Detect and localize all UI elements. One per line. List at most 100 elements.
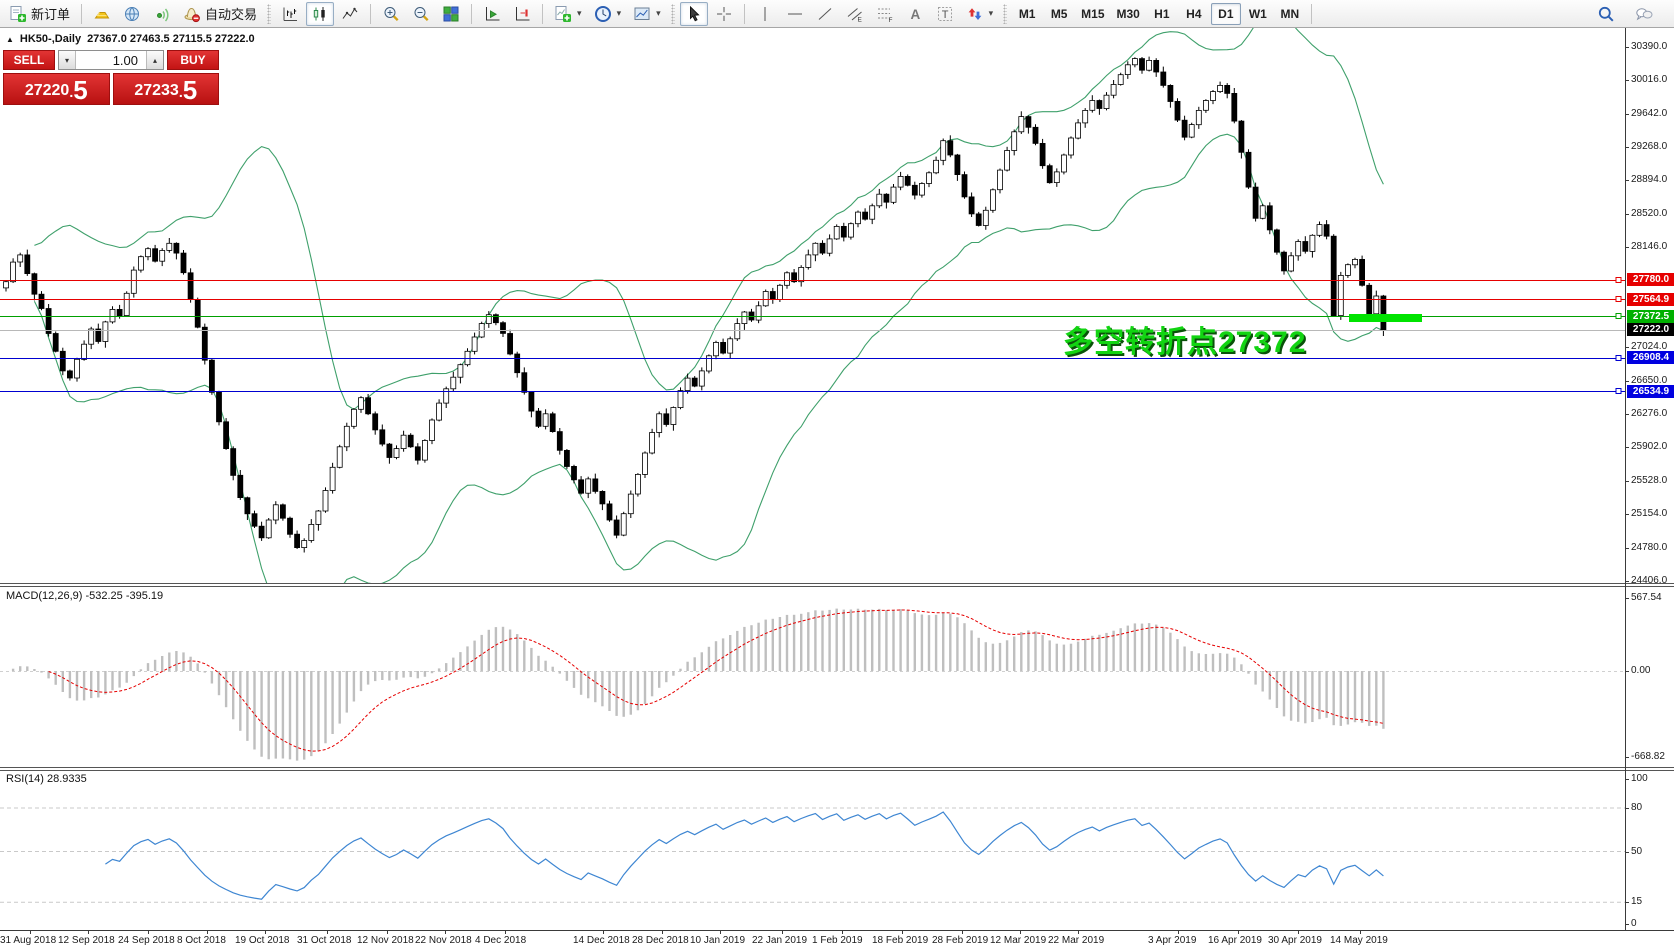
price-tick xyxy=(1625,514,1629,515)
buy-price[interactable]: 27233. 5 xyxy=(112,73,219,105)
vertical-line-button[interactable] xyxy=(751,2,779,26)
one-click-trading-panel: SELL ▾ 1.00 ▴ BUY 27220. 5 27233. 5 xyxy=(3,50,219,105)
support-highlight-bar[interactable] xyxy=(1349,314,1422,322)
horizontal-line-button[interactable] xyxy=(781,2,809,26)
autotrading-icon xyxy=(183,5,201,23)
price-tick xyxy=(1625,447,1629,448)
zoom-out-button[interactable] xyxy=(407,2,435,26)
deposit-button[interactable] xyxy=(88,2,116,26)
bollinger-lower-band[interactable] xyxy=(33,133,1384,645)
rsi-indicator-label: RSI(14) 28.9335 xyxy=(6,773,87,785)
chevron-down-icon[interactable]: ▾ xyxy=(988,8,994,18)
macd-pane-separator[interactable] xyxy=(0,583,1674,587)
price-tick-label: 30390.0 xyxy=(1631,41,1668,52)
candle-chart-button[interactable] xyxy=(306,1,335,26)
bollinger-upper-band[interactable] xyxy=(34,17,1384,411)
rsi-pane[interactable] xyxy=(0,807,1625,903)
price-tick-label: 24780.0 xyxy=(1631,542,1668,553)
timeframe-m15-button[interactable]: M15 xyxy=(1081,6,1105,21)
crosshair-button[interactable] xyxy=(710,2,738,26)
price-label-box-27222.0: 27222.0 xyxy=(1627,323,1674,336)
zoom-in-icon xyxy=(382,5,400,23)
date-label: 8 Oct 2018 xyxy=(177,935,226,946)
price-label-box-27780.0: 27780.0 xyxy=(1627,273,1674,286)
time-axis[interactable]: 31 Aug 2018 12 Sep 2018 24 Sep 2018 8 Oct 2… xyxy=(0,930,1674,952)
timeframe-m30-button[interactable]: M30 xyxy=(1116,6,1140,21)
new-order-button[interactable]: 新订单 xyxy=(4,2,75,26)
autotrading-button[interactable]: 自动交易 xyxy=(178,2,262,26)
date-label: 12 Nov 2018 xyxy=(357,935,414,946)
line-chart-icon xyxy=(341,5,359,23)
trendline-button[interactable] xyxy=(811,2,839,26)
date-label: 22 Nov 2018 xyxy=(415,935,472,946)
buy-button[interactable]: BUY xyxy=(167,50,219,70)
templates-button[interactable]: ▾ xyxy=(628,2,666,26)
macd-pane[interactable] xyxy=(0,608,1625,761)
chevron-down-icon[interactable]: ▾ xyxy=(616,8,622,18)
periods-button[interactable]: ▾ xyxy=(589,2,627,26)
toolbar-separator xyxy=(370,3,372,24)
price-tick xyxy=(1625,548,1629,549)
timeframe-m1-button[interactable]: M1 xyxy=(1018,6,1036,21)
turning-point-annotation[interactable]: 多空转折点27372 xyxy=(1063,326,1307,359)
chart-shift-button[interactable] xyxy=(508,2,536,26)
line-chart-button[interactable] xyxy=(336,2,364,26)
chevron-down-icon[interactable]: ▾ xyxy=(577,8,582,18)
cursor-button[interactable] xyxy=(679,1,708,26)
date-tick xyxy=(88,930,89,934)
templates-icon xyxy=(633,5,651,23)
zoom-in-button[interactable] xyxy=(377,2,405,26)
rsi-axis-label: 50 xyxy=(1631,846,1643,857)
sell-price[interactable]: 27220. 5 xyxy=(3,73,110,105)
cursor-icon xyxy=(685,5,703,23)
macd-axis-label: 0.00 xyxy=(1631,665,1651,676)
price-tick-label: 26276.0 xyxy=(1631,408,1668,419)
trendline-icon xyxy=(816,5,834,23)
rsi-tick xyxy=(1625,852,1629,853)
timeframe-mn-button[interactable]: MN xyxy=(1280,6,1300,21)
chevron-down-icon[interactable]: ▾ xyxy=(656,8,661,18)
timeframe-h1-button[interactable]: H1 xyxy=(1154,6,1170,21)
rsi-pane-separator[interactable] xyxy=(0,767,1674,771)
price-label-box-26908.4: 26908.4 xyxy=(1627,351,1674,364)
timeframe-h4-button[interactable]: H4 xyxy=(1186,6,1202,21)
date-label: 3 Apr 2019 xyxy=(1148,935,1197,946)
autotrading-button-label: 自动交易 xyxy=(205,7,258,22)
fibonacci-button[interactable]: F xyxy=(871,2,899,26)
equidistant-channel-button[interactable]: E xyxy=(841,2,869,26)
svg-text:T: T xyxy=(941,9,948,21)
text-label-button[interactable]: T xyxy=(931,2,959,26)
timeframe-w1-button[interactable]: W1 xyxy=(1248,6,1267,21)
bar-chart-button[interactable] xyxy=(276,2,304,26)
price-tick-label: 28894.0 xyxy=(1631,174,1668,185)
toolbar: 新订单 自动交易 ▾ ▾ ▾ E F A T ▾ M1 M5 M15 M30 H1 H4 D1 W1 MN xyxy=(0,0,1674,28)
date-tick xyxy=(902,930,903,934)
macd-signal-line xyxy=(48,609,1384,752)
volume-input[interactable]: 1.00 xyxy=(112,52,138,68)
date-tick xyxy=(387,930,388,934)
arrows-button[interactable]: ▾ xyxy=(961,2,999,26)
web-terminal-button[interactable] xyxy=(118,2,146,26)
autoscroll-button[interactable] xyxy=(478,2,506,26)
timeframe-d1-button[interactable]: D1 xyxy=(1210,2,1241,25)
date-label: 31 Oct 2018 xyxy=(297,935,352,946)
text-button[interactable]: A xyxy=(901,2,929,26)
sell-button[interactable]: SELL xyxy=(3,50,55,70)
date-label: 19 Oct 2018 xyxy=(235,935,290,946)
indicators-button[interactable]: ▾ xyxy=(549,2,587,26)
tile-windows-button[interactable] xyxy=(437,2,465,26)
date-tick xyxy=(1020,930,1021,934)
search-button[interactable] xyxy=(1592,2,1620,26)
volume-decrease-button[interactable]: ▾ xyxy=(59,51,76,69)
timeframe-m5-button[interactable]: M5 xyxy=(1050,6,1068,21)
volume-increase-button[interactable]: ▴ xyxy=(146,51,163,69)
chat-button[interactable] xyxy=(1630,2,1658,26)
toolbar-separator xyxy=(1310,3,1312,24)
price-tick xyxy=(1625,247,1629,248)
collapse-panel-icon[interactable]: ▲ xyxy=(6,34,14,44)
rsi-tick xyxy=(1625,924,1629,925)
rsi-axis-label: 15 xyxy=(1631,896,1643,907)
price-label-box-27564.9: 27564.9 xyxy=(1627,293,1674,306)
signals-button[interactable] xyxy=(148,2,176,26)
